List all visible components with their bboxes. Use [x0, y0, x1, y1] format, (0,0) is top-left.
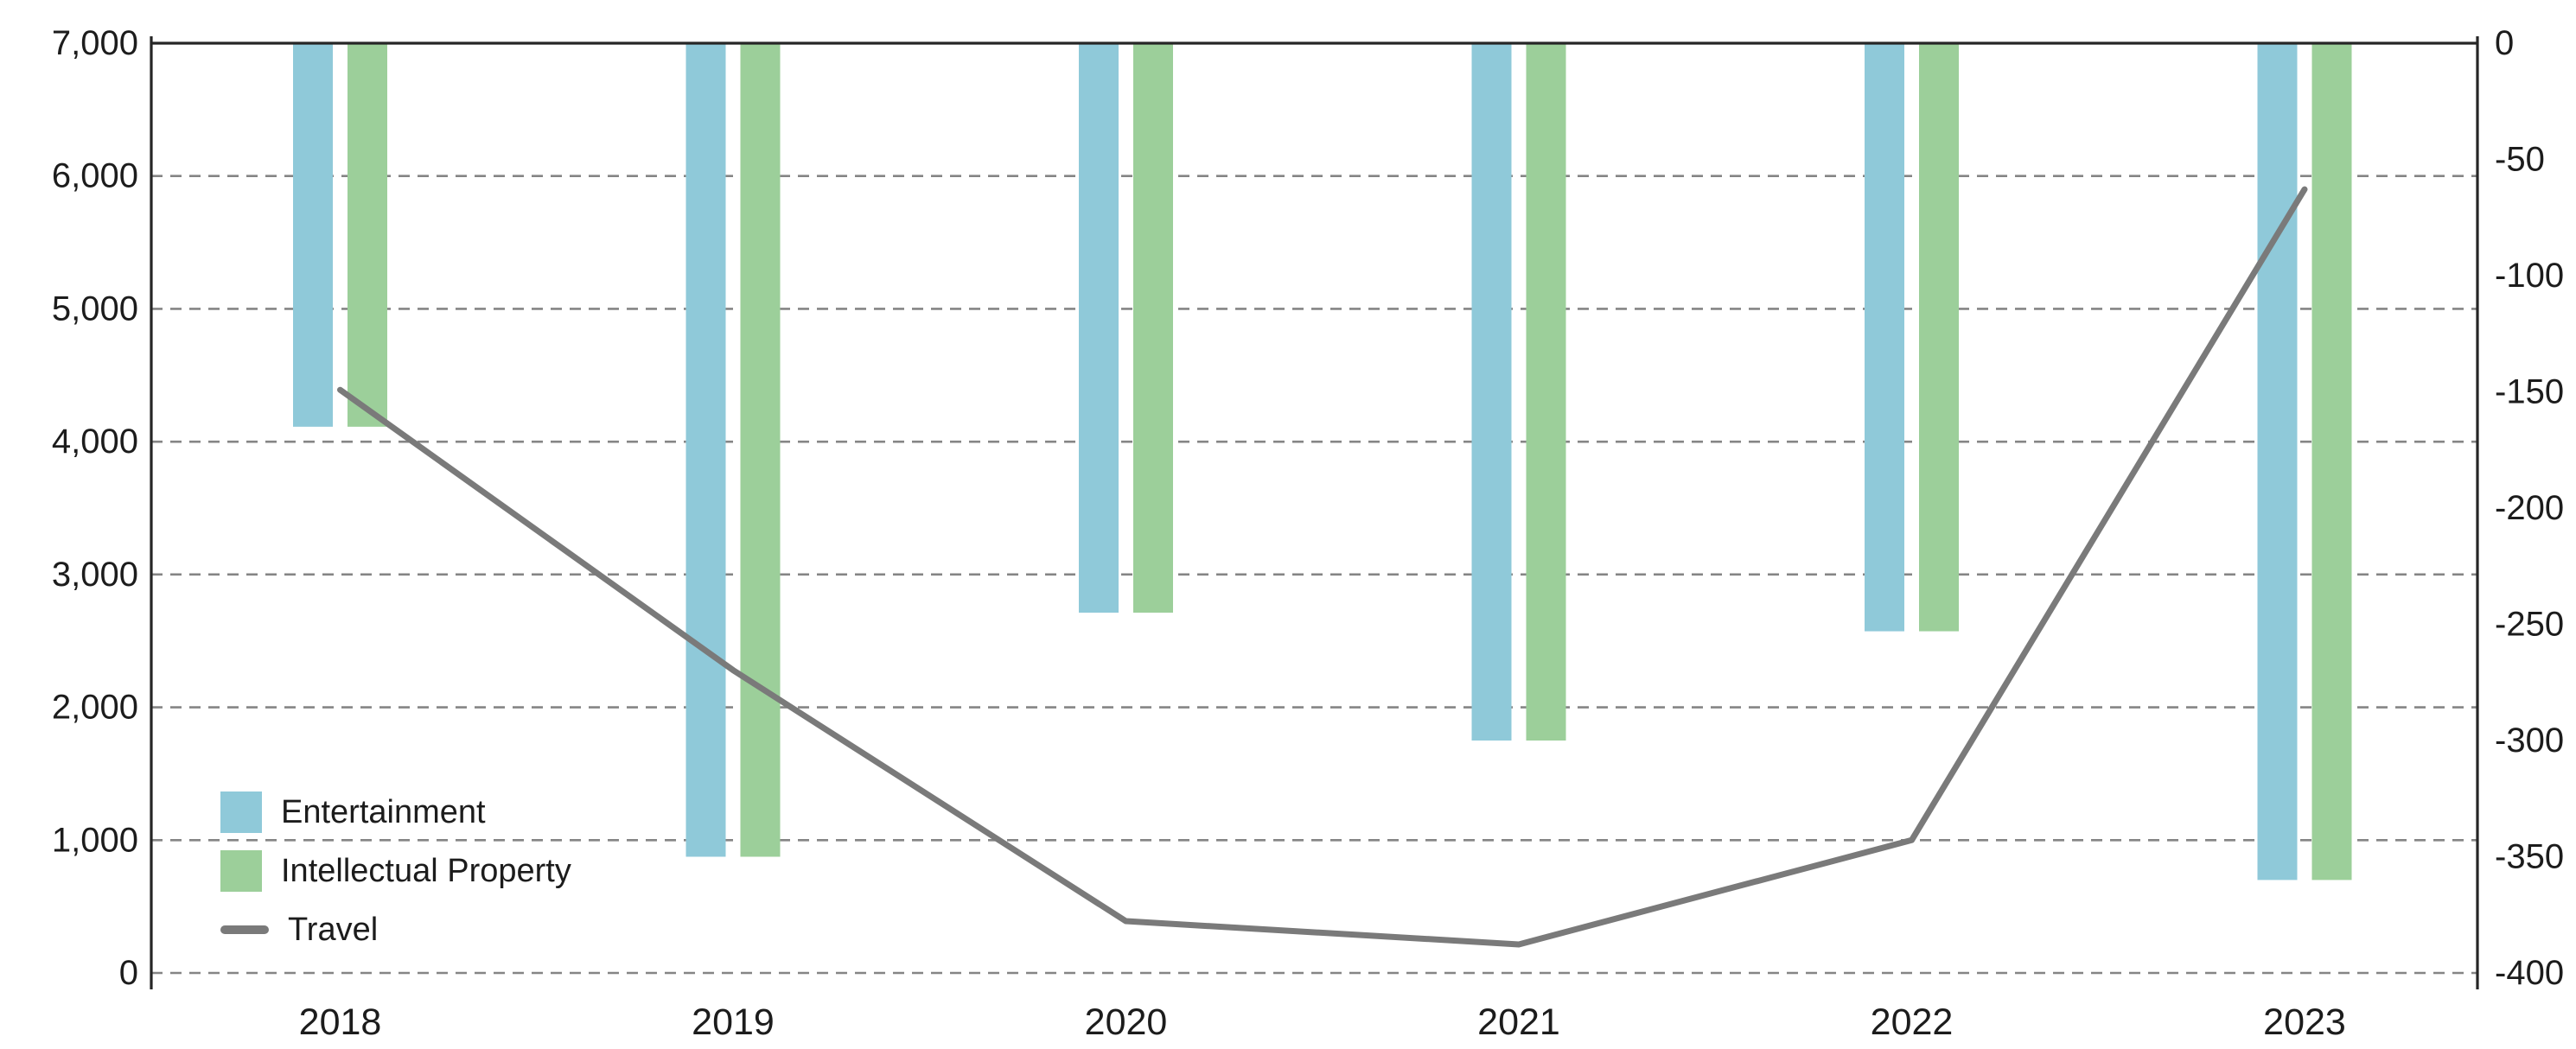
left-axis-tick-label: 3,000: [52, 556, 138, 594]
left-axis-tick-label: 2,000: [52, 689, 138, 727]
chart-legend: Entertainment Intellectual Property Trav…: [220, 792, 571, 950]
bar-intellectual-property-2022: [1919, 43, 1959, 632]
legend-item-travel: Travel: [220, 909, 571, 950]
legend-label-entertainment: Entertainment: [281, 794, 486, 830]
legend-label-travel: Travel: [288, 912, 379, 948]
bar-intellectual-property-2018: [348, 43, 387, 427]
bar-entertainment-2019: [685, 43, 726, 857]
right-axis-tick-label: 0: [2495, 24, 2514, 62]
legend-item-entertainment: Entertainment: [220, 792, 571, 833]
bar-entertainment-2018: [293, 43, 333, 427]
right-axis-tick-label: -100: [2495, 257, 2564, 295]
right-axis-tick-label: -50: [2495, 141, 2545, 179]
x-axis-label-2023: 2023: [2263, 1001, 2346, 1043]
right-axis-tick-label: -300: [2495, 722, 2564, 760]
travel-line-swatch-icon: [220, 925, 269, 934]
legend-item-intellectual-property: Intellectual Property: [220, 850, 571, 892]
right-axis-tick-label: -400: [2495, 954, 2564, 992]
left-axis-tick-label: 7,000: [52, 24, 138, 62]
left-axis-tick-label: 6,000: [52, 157, 138, 195]
bar-intellectual-property-2021: [1526, 43, 1566, 741]
bar-entertainment-2020: [1079, 43, 1119, 614]
bar-intellectual-property-2019: [740, 43, 781, 857]
bar-intellectual-property-2023: [2311, 43, 2352, 881]
left-axis-tick-label: 0: [119, 954, 138, 992]
legend-label-intellectual-property: Intellectual Property: [281, 853, 571, 889]
line-travel: [337, 186, 2308, 948]
x-axis-label-2019: 2019: [692, 1001, 775, 1043]
right-axis-tick-label: -200: [2495, 489, 2564, 527]
bar-entertainment-2022: [1865, 43, 1904, 632]
x-axis-label-2020: 2020: [1085, 1001, 1168, 1043]
bar-entertainment-2021: [1471, 43, 1512, 741]
right-axis-tick-label: -150: [2495, 373, 2564, 411]
x-axis-label-2021: 2021: [1477, 1001, 1560, 1043]
bar-intellectual-property-2020: [1133, 43, 1173, 614]
bar-entertainment-2023: [2257, 43, 2298, 881]
left-axis-tick-label: 4,000: [52, 423, 138, 461]
intellectual-property-swatch-icon: [220, 850, 262, 892]
right-axis-tick-label: -350: [2495, 838, 2564, 876]
left-axis-tick-label: 5,000: [52, 289, 138, 327]
entertainment-swatch-icon: [220, 792, 262, 833]
left-axis-tick-label: 1,000: [52, 821, 138, 859]
right-axis-tick-label: -250: [2495, 606, 2564, 644]
x-axis-label-2018: 2018: [299, 1001, 382, 1043]
x-axis-label-2022: 2022: [1871, 1001, 1954, 1043]
